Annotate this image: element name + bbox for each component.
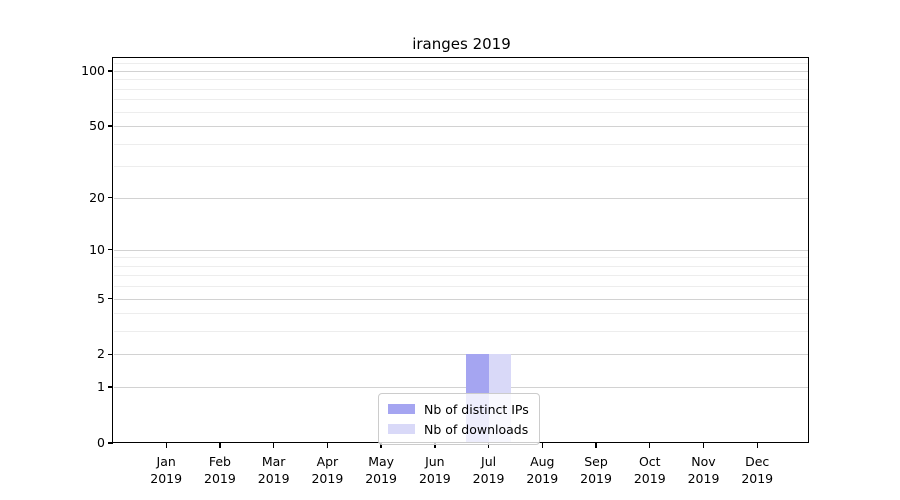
- x-axis-tick-mark: [434, 443, 436, 448]
- x-axis-tick-mark: [326, 443, 329, 448]
- x-axis-tick-label: Dec 2019: [741, 454, 774, 486]
- y-axis-tick-label: 1: [97, 379, 105, 395]
- gridline-minor: [114, 88, 809, 90]
- y-axis-tick-label: 10: [89, 241, 105, 257]
- plot-area: [114, 59, 809, 443]
- x-axis-tick-label: Apr 2019: [311, 454, 344, 486]
- gridline-minor: [114, 257, 809, 259]
- x-axis-tick-mark: [487, 443, 490, 448]
- x-axis-tick-label: Jan 2019: [150, 454, 183, 486]
- gridline-major: [114, 249, 809, 251]
- y-axis-tick-label: 0: [97, 435, 105, 450]
- x-axis-tick-label: Jun 2019: [418, 454, 451, 486]
- y-axis-tick-mark: [108, 297, 113, 300]
- y-axis-tick-mark: [108, 442, 113, 444]
- legend-label-distinct-ips: Nb of distinct IPs: [424, 401, 529, 417]
- x-axis-tick-mark: [702, 443, 705, 448]
- gridline-minor: [114, 166, 809, 168]
- y-axis-tick-label: 20: [89, 189, 105, 205]
- y-axis-tick-label: 2: [97, 346, 105, 362]
- legend-label-downloads: Nb of downloads: [424, 421, 529, 437]
- y-axis-tick-mark: [108, 125, 113, 127]
- x-axis-tick-mark: [272, 443, 275, 448]
- x-axis-tick-label: May 2019: [365, 454, 398, 486]
- gridline-major: [114, 354, 809, 356]
- gridline-minor: [114, 313, 809, 315]
- x-axis-tick-label: Sep 2019: [580, 454, 612, 486]
- gridline-major: [114, 387, 809, 389]
- x-axis-tick-label: Feb 2019: [204, 454, 236, 486]
- x-axis-tick-label: Jul 2019: [472, 454, 505, 486]
- legend-item-distinct-ips: Nb of distinct IPs: [388, 399, 529, 419]
- gridline-minor: [114, 275, 809, 277]
- legend-swatch-distinct-ips: [388, 404, 415, 414]
- y-axis-tick-label: 5: [97, 290, 105, 306]
- legend: Nb of distinct IPs Nb of downloads: [378, 393, 540, 445]
- gridline-minor: [114, 111, 809, 113]
- x-axis-tick-label: Oct 2019: [633, 454, 666, 486]
- x-axis-tick-mark: [219, 443, 221, 448]
- y-axis-tick-mark: [108, 386, 113, 388]
- legend-swatch-downloads: [388, 424, 415, 434]
- y-axis-tick-label: 50: [89, 117, 105, 133]
- legend-item-downloads: Nb of downloads: [388, 419, 529, 439]
- y-axis-tick-mark: [108, 248, 113, 251]
- gridline-major: [114, 298, 809, 300]
- x-axis-tick-mark: [595, 443, 597, 448]
- x-axis-tick-mark: [649, 443, 651, 448]
- gridline-minor: [114, 143, 809, 145]
- gridline-major: [114, 125, 809, 127]
- y-axis-tick-label: 100: [81, 62, 105, 78]
- x-axis-tick-mark: [380, 443, 382, 448]
- x-axis-tick-label: Aug 2019: [526, 454, 559, 486]
- gridline-minor: [114, 79, 809, 81]
- gridline-major: [114, 197, 809, 199]
- x-axis-tick-label: Mar 2019: [257, 454, 290, 486]
- gridline-major: [114, 70, 809, 72]
- y-axis-tick-mark: [108, 353, 113, 356]
- x-axis-tick-mark: [165, 443, 167, 448]
- gridline-minor: [114, 63, 809, 65]
- gridline-minor: [114, 265, 809, 267]
- gridline-minor: [114, 331, 809, 333]
- x-axis-tick-label: Nov 2019: [687, 454, 720, 486]
- x-axis-tick-mark: [756, 443, 758, 448]
- y-axis-tick-mark: [108, 70, 113, 72]
- chart-title: iranges 2019: [412, 35, 511, 53]
- gridline-minor: [114, 99, 809, 101]
- x-axis-tick-mark: [541, 443, 543, 448]
- gridline-minor: [114, 286, 809, 288]
- y-axis-tick-mark: [108, 196, 113, 199]
